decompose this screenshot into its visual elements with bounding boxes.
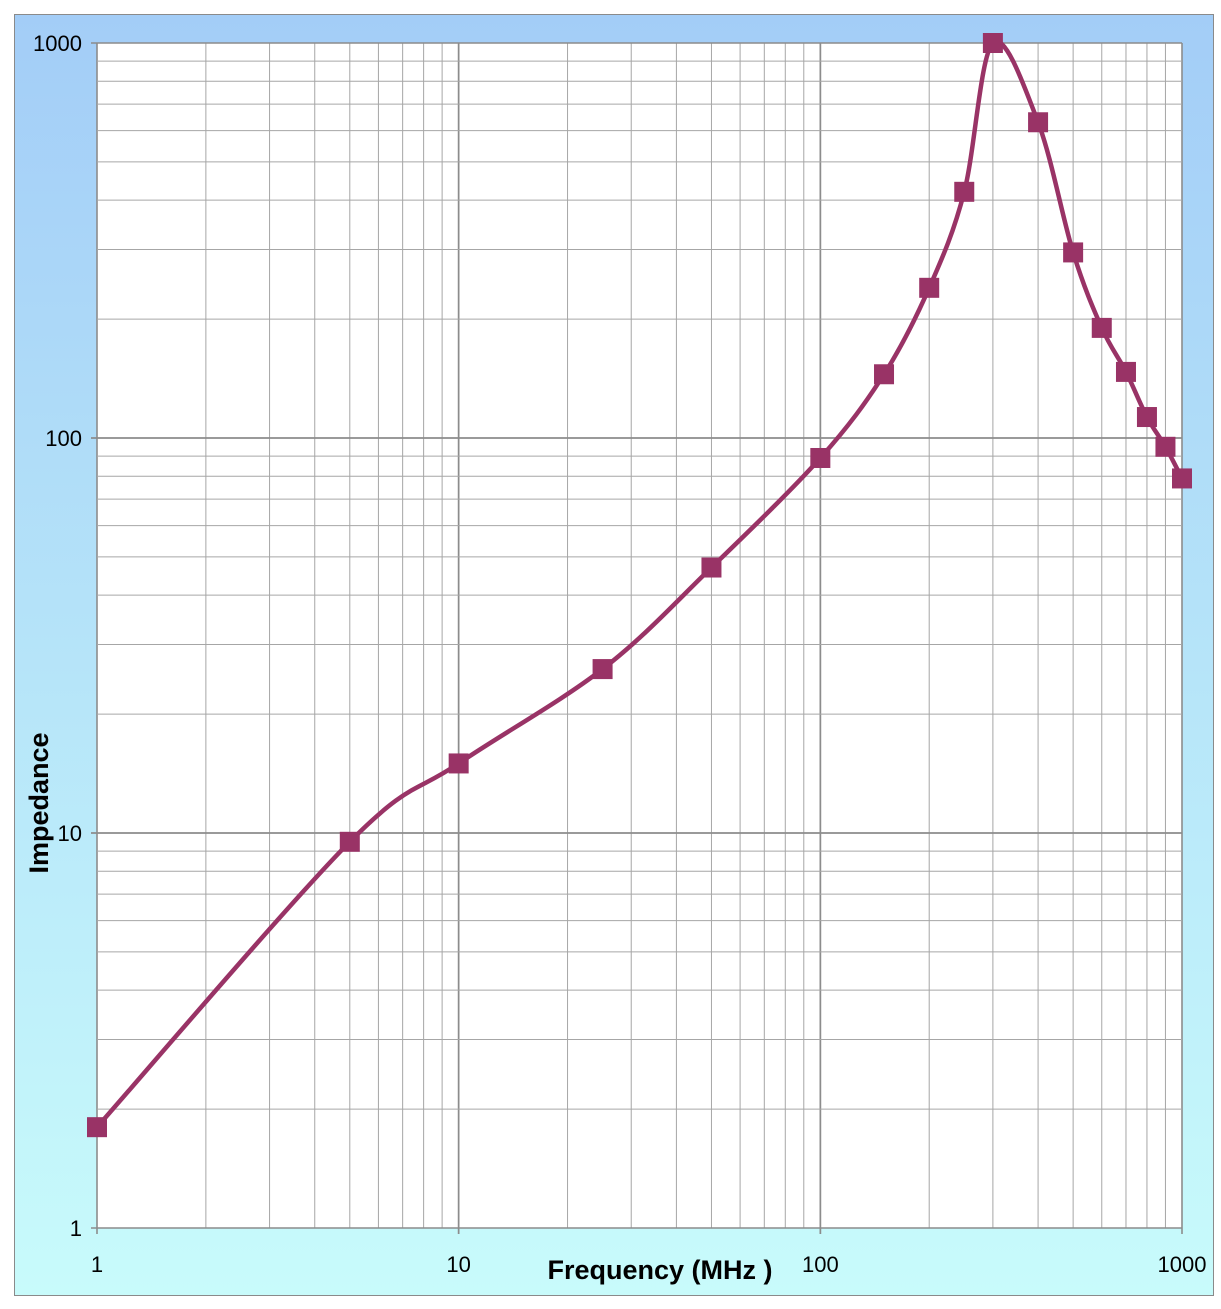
data-point-marker — [592, 659, 613, 680]
data-point-marker — [701, 557, 722, 578]
data-point-marker — [810, 447, 831, 468]
y-tick-label: 1000 — [33, 31, 82, 56]
y-tick-label: 100 — [45, 426, 82, 451]
x-tick-label: 1000 — [1158, 1252, 1207, 1277]
series-impedance — [87, 33, 1192, 1138]
y-axis-title: Impedance — [24, 732, 54, 873]
data-point-marker — [339, 831, 360, 852]
y-tick-label: 1 — [70, 1216, 82, 1241]
x-tick-label: 1 — [91, 1252, 103, 1277]
data-point-marker — [982, 33, 1003, 53]
data-point-marker — [448, 753, 469, 774]
x-tick-label: 10 — [446, 1252, 470, 1277]
data-point-marker — [874, 364, 895, 385]
chart-frame — [14, 14, 1214, 1296]
tick-labels: 1 10 100 1000 1 10 100 1000 — [33, 31, 1206, 1277]
data-point-marker — [1155, 436, 1176, 457]
x-axis-title: Frequency (MHz ) — [547, 1255, 772, 1285]
data-point-marker — [919, 277, 940, 298]
data-point-marker — [954, 181, 975, 202]
data-point-marker — [1172, 468, 1192, 489]
data-point-marker — [1115, 361, 1136, 382]
data-point-marker — [1063, 242, 1084, 263]
x-tick-label: 100 — [802, 1252, 839, 1277]
y-tick-label: 10 — [58, 821, 82, 846]
grid-lines — [91, 42, 1183, 1234]
data-point-marker — [1091, 317, 1112, 338]
data-point-marker — [87, 1117, 107, 1138]
data-point-marker — [1028, 112, 1049, 133]
data-point-marker — [1136, 407, 1157, 428]
